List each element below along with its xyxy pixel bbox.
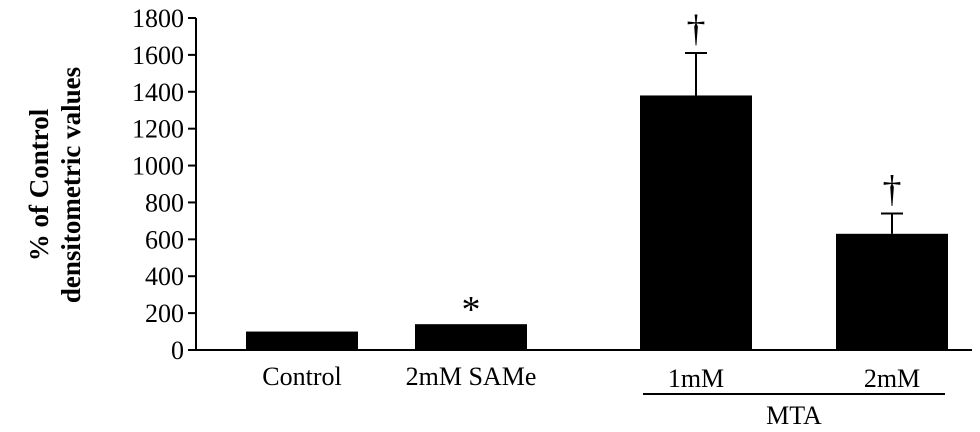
y-tick-label: 800	[145, 188, 184, 217]
annotations: * † †	[462, 8, 902, 331]
significance-dagger: †	[883, 169, 902, 211]
category-labels: Control 2mM SAMe 1mM 2mM	[262, 362, 920, 393]
y-axis-label-line-2: densitometric values	[56, 67, 86, 303]
significance-dagger: †	[687, 8, 706, 50]
y-tick-label: 1400	[132, 78, 184, 107]
y-tick-label: 0	[171, 336, 184, 365]
y-axis-label: % of Control densitometric values	[24, 67, 86, 303]
group-label: MTA	[766, 401, 822, 430]
bar	[415, 324, 527, 350]
bar	[836, 233, 948, 350]
y-tick-label: 1200	[132, 115, 184, 144]
y-tick-label: 1800	[132, 4, 184, 33]
group-labels: MTA	[643, 393, 945, 430]
x-category-label: Control	[262, 362, 341, 391]
y-tick-label: 200	[145, 299, 184, 328]
y-axis-label-line-1: % of Control	[24, 108, 54, 261]
y-tick-label: 600	[145, 225, 184, 254]
y-tick-label: 1600	[132, 41, 184, 70]
y-tick-label: 400	[145, 262, 184, 291]
bar	[640, 95, 752, 350]
x-category-label: 2mM	[864, 364, 920, 393]
bars	[246, 95, 948, 350]
x-category-label: 2mM SAMe	[406, 362, 537, 391]
bar	[246, 331, 358, 350]
x-category-label: 1mM	[668, 364, 724, 393]
y-tick-label: 1000	[132, 152, 184, 181]
significance-asterisk: *	[462, 289, 481, 331]
error-bars	[685, 52, 903, 234]
y-ticks: 0 200 400 600 800 1000 1200 1400 1600 1800	[132, 4, 196, 365]
